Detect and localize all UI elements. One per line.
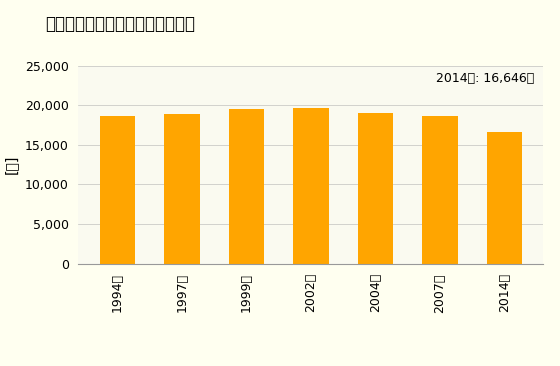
- Bar: [228, 109, 264, 264]
- Bar: [487, 132, 522, 264]
- Bar: [293, 108, 329, 264]
- Bar: [358, 112, 393, 264]
- Text: 機械器具小売業の従業者数の推移: 機械器具小売業の従業者数の推移: [45, 15, 195, 33]
- Bar: [422, 116, 458, 264]
- Bar: [164, 114, 199, 264]
- Bar: [100, 116, 135, 264]
- Text: 2014年: 16,646人: 2014年: 16,646人: [436, 72, 534, 85]
- Y-axis label: [人]: [人]: [4, 155, 18, 174]
